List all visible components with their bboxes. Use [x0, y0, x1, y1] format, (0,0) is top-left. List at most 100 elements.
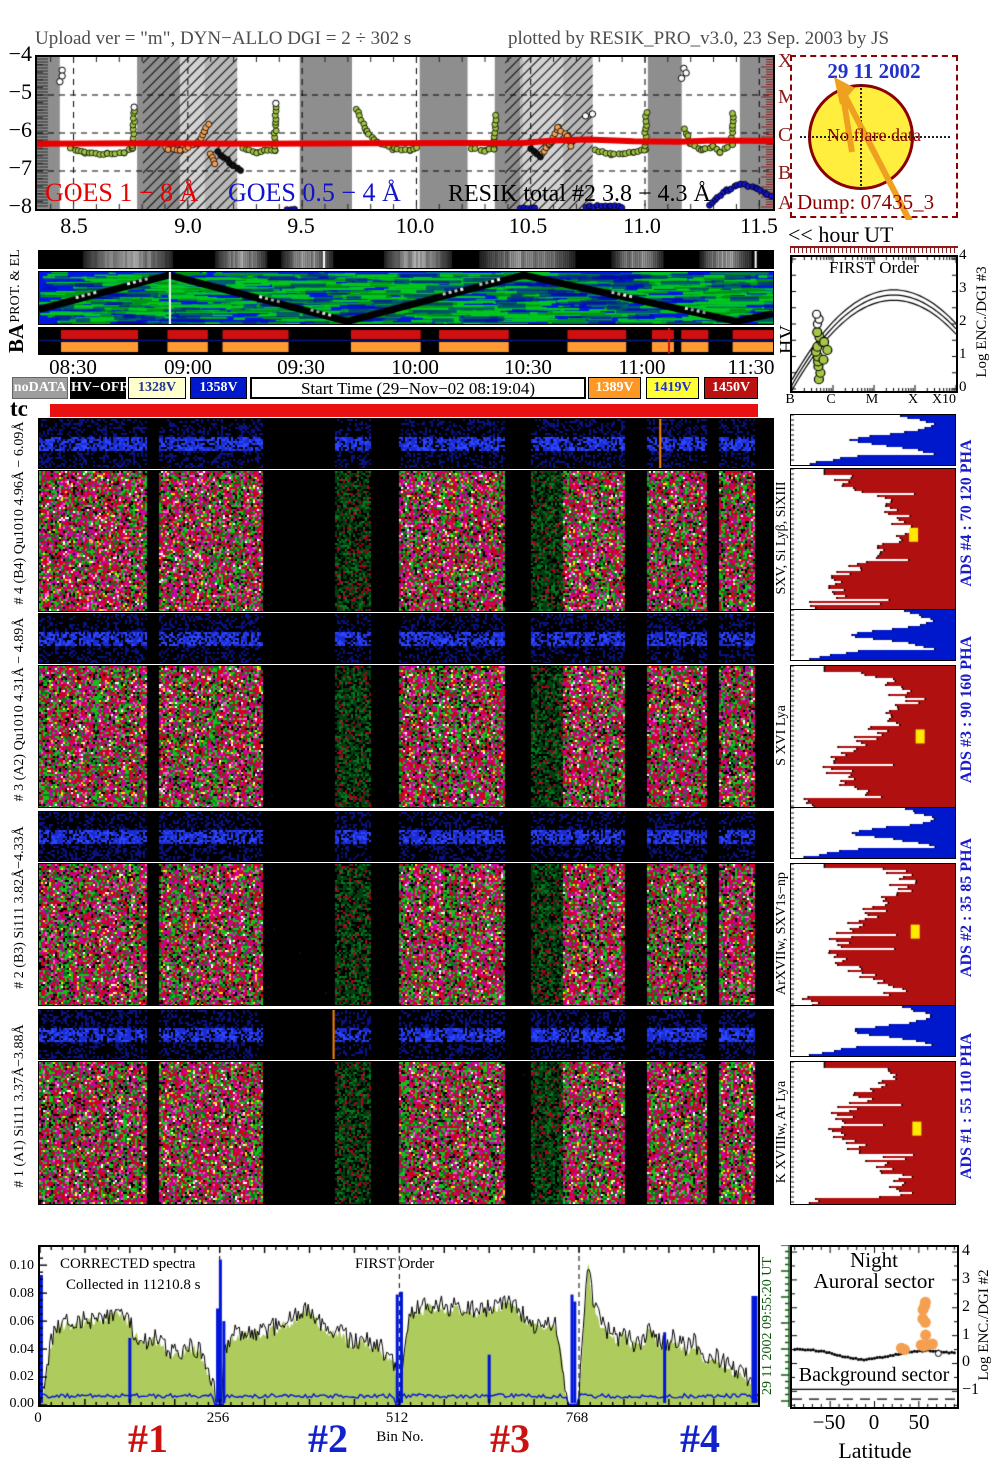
ads-label-ch1: ADS #1 : 55 110 PHA: [958, 1032, 975, 1180]
strip-xtick-5: 10:30: [504, 355, 552, 379]
channel-1-left-label: # 1 (A1) Si111 3.37Å−3.88Å: [12, 1024, 27, 1188]
lat-ytick-4: 4: [962, 1242, 970, 1259]
header-right: plotted by RESIK_PRO_v3.0, 23 Sep. 2003 …: [508, 28, 890, 49]
dump-id: Dump: 07435_3: [797, 190, 935, 214]
legend-nodata: noDATA: [12, 377, 68, 399]
hour-ut-note: << hour UT: [788, 222, 894, 247]
goes-class-c: C: [778, 124, 792, 146]
ads-label-ch3: ADS #3 : 90 160 PHA: [958, 635, 975, 784]
goes-ytick-m4: −4: [8, 41, 32, 66]
no-flare-arrow-icon: [834, 77, 913, 220]
bot-ytick-008: 0.08: [9, 1286, 35, 1301]
resik-total-label: RESIK total #2 3.8 − 4.3 Å: [448, 181, 711, 207]
first-order-title: FIRST Order: [829, 258, 919, 277]
goes-class-a: A: [778, 192, 793, 214]
ads-label-ch4: ADS #4 : 70 120 PHA: [958, 439, 975, 587]
channel-4-left-label: # 4 (B4) Qu1010 4.96Å − 6.09Å: [12, 421, 27, 605]
channel-4-lines-label: SXV, Si Lyβ, SiXIII: [774, 481, 789, 595]
fo-ytick-0: 0: [959, 379, 967, 395]
pha-strip-ch2: [38, 811, 774, 862]
legend-1328v: 1328V: [128, 377, 186, 399]
goes-ytick-m5: −5: [8, 79, 32, 104]
goes-xtick-2: 9.0: [174, 213, 202, 238]
strip-xtick-6: 11:00: [618, 355, 666, 379]
tc-label: tc: [10, 396, 28, 421]
goes-xtick-1: 8.5: [60, 213, 88, 238]
corrected-spectra-canvas: [38, 1245, 760, 1407]
start-time-box: Start Time (29−Nov−02 08:19:04): [250, 377, 586, 399]
strip-xtick-2: 09:00: [164, 355, 212, 379]
ads-histogram-ch2: [790, 863, 956, 1006]
segment-1-label: #1: [128, 1416, 168, 1461]
segment-3-label: #3: [490, 1416, 530, 1461]
fo-ytick-2: 2: [959, 313, 967, 329]
bot-ytick-006: 0.06: [9, 1314, 35, 1329]
lat-xtick-50: 50: [908, 1410, 930, 1434]
ads-histogram-ch3: [790, 665, 956, 808]
bot-ytick-002: 0.02: [9, 1369, 35, 1384]
channel-2-lines-label: ArXVIIw, SXV1s−np: [774, 872, 789, 995]
header-left: Upload ver = "m", DYN−ALLO DGI = 2 ÷ 302…: [35, 28, 412, 49]
prot-el-axis-label: PROT. & EL: [8, 249, 23, 323]
fo-ytick-4: 4: [959, 247, 967, 263]
latitude-axis-label: Latitude: [838, 1438, 912, 1463]
spectrogram-ch2: [38, 863, 774, 1006]
pha-strip-ch3: [38, 613, 774, 664]
strip-xtick-1: 08:30: [49, 355, 97, 379]
lat-ytick-3: 3: [962, 1270, 970, 1287]
fo-xtick-m: M: [865, 392, 879, 407]
proton-electron-spectrogram: [38, 271, 774, 325]
goes-1-8-label: GOES 1 − 8 Å: [45, 178, 199, 207]
flare-box-date: 29 11 2002: [827, 59, 921, 83]
latitude-scatter-canvas: [790, 1245, 959, 1409]
auroral-sector-title: Auroral sector: [813, 1269, 935, 1293]
background-sector-label: Background sector: [798, 1364, 950, 1386]
goes-05-4-label: GOES 0.5 − 4 Å: [228, 178, 401, 207]
bot-ytick-000: 0.00: [9, 1396, 35, 1411]
bot-ytick-010: 0.10: [9, 1258, 35, 1273]
lat-ytick-m1: −1: [962, 1381, 980, 1398]
channel-3-lines-label: S XVI Lya: [774, 705, 789, 766]
dump-timestamp: 29 11 2002 09:55:20 UT: [760, 1257, 775, 1395]
legend-1358v: 1358V: [190, 377, 247, 399]
corrected-spectra-note: CORRECTED spectra: [60, 1256, 196, 1272]
spectrogram-ch3: [38, 665, 774, 808]
ads-histogram-ch4: [790, 468, 956, 610]
bin-no-label: Bin No.: [376, 1429, 424, 1445]
green-time-ruler: [778, 1245, 790, 1407]
bot-ytick-004: 0.04: [9, 1342, 35, 1357]
goes-ytick-m8: −8: [8, 193, 32, 218]
lat-ytick-2: 2: [962, 1298, 970, 1315]
goes-class-x: X: [778, 50, 793, 72]
goes-ytick-m6: −6: [8, 117, 32, 142]
pha-histogram-ch2: [790, 807, 956, 859]
fo-xtick-c: C: [826, 392, 836, 407]
first-order-scatter-canvas: [790, 255, 958, 393]
strip-xtick-4: 10:00: [391, 355, 439, 379]
bot-xtick-768: 768: [565, 1410, 589, 1426]
goes-flux-plot-canvas: [35, 55, 775, 211]
channel-2-left-label: # 2 (B3) Si111 3.82Å−4.33Å: [12, 826, 27, 989]
first-order-top-comb: [790, 246, 958, 253]
goes-xtick-7: 11.5: [740, 213, 778, 238]
strip-xtick-3: 09:30: [277, 355, 325, 379]
lat-ytick-1: 1: [962, 1326, 970, 1343]
segment-4-label: #4: [680, 1416, 720, 1461]
legend-1389v: 1389V: [588, 377, 641, 399]
goes-xtick-5: 10.5: [508, 213, 548, 238]
fo-xtick-x10: X10: [931, 392, 957, 407]
goes-xtick-4: 10.0: [395, 213, 435, 238]
collected-time-note: Collected in 11210.8 s: [66, 1277, 201, 1293]
goes-class-b: B: [778, 162, 792, 184]
legend-hv-off: HV−OFF: [70, 377, 128, 399]
spectrogram-ch1: [38, 1061, 774, 1205]
lat-ytick-0: 0: [962, 1353, 970, 1370]
flare-location-box: 29 11 2002 No flare data Dump: 07435_3: [790, 55, 958, 220]
bot-xtick-256: 256: [206, 1410, 230, 1426]
strip-xtick-7: 11:30: [727, 355, 775, 379]
el-grayscale-strip: [38, 250, 774, 269]
channel-3-left-label: # 3 (A2) Qu1010 4.31Å − 4.89Å: [12, 617, 27, 802]
pha-strip-ch4: [38, 418, 774, 469]
legend-1419v: 1419V: [646, 377, 699, 399]
